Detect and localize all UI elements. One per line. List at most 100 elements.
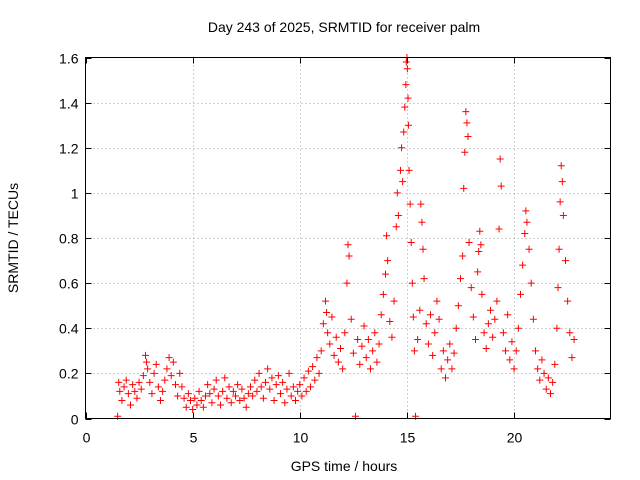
data-point <box>302 387 310 395</box>
data-point <box>497 182 505 190</box>
data-point <box>439 347 447 355</box>
data-point <box>472 336 479 344</box>
data-point <box>510 365 518 373</box>
data-point <box>379 290 387 298</box>
data-point <box>367 365 374 373</box>
data-point <box>255 369 263 377</box>
data-point <box>383 232 391 240</box>
x-tick-label: 10 <box>293 430 309 446</box>
data-point <box>277 390 284 398</box>
data-point <box>238 385 246 393</box>
data-point <box>272 381 280 389</box>
data-point <box>146 378 154 386</box>
data-point <box>414 336 422 344</box>
data-point <box>283 385 291 393</box>
data-point <box>404 94 412 102</box>
data-point <box>244 390 252 398</box>
data-point <box>502 347 509 355</box>
data-point <box>452 324 460 332</box>
data-point <box>476 227 484 235</box>
data-point <box>210 385 218 393</box>
data-point <box>508 338 516 346</box>
data-point <box>542 385 550 393</box>
data-point <box>137 385 145 393</box>
data-point <box>448 365 456 373</box>
data-point <box>257 383 265 391</box>
data-point <box>249 392 257 400</box>
data-point <box>416 306 424 314</box>
data-point <box>343 279 351 287</box>
data-point <box>332 333 340 341</box>
data-point <box>495 225 503 233</box>
data-point <box>311 376 319 384</box>
data-point <box>527 279 535 287</box>
data-point <box>176 369 184 377</box>
data-point <box>236 396 244 404</box>
data-point <box>289 383 297 391</box>
data-point <box>152 360 160 368</box>
data-point <box>159 387 167 395</box>
data-point <box>204 381 212 389</box>
data-point <box>193 401 201 409</box>
data-point <box>118 396 126 404</box>
data-point <box>369 347 377 355</box>
data-point <box>139 372 147 380</box>
data-point <box>341 329 349 337</box>
data-point <box>553 324 561 332</box>
data-point <box>407 239 415 247</box>
data-point <box>489 333 497 341</box>
data-point <box>570 336 578 344</box>
data-point <box>285 369 293 377</box>
data-point <box>344 241 352 249</box>
data-point <box>484 320 492 328</box>
data-point <box>154 383 162 391</box>
data-point <box>482 345 490 353</box>
y-axis-title: SRMTID / TECUs <box>5 183 21 293</box>
data-point <box>354 336 362 344</box>
x-tick-label: 5 <box>190 430 198 446</box>
data-point <box>358 342 366 350</box>
data-point <box>429 351 437 359</box>
data-point <box>187 396 194 404</box>
data-point <box>491 315 499 323</box>
data-point <box>221 374 229 382</box>
x-tick-label: 15 <box>400 430 416 446</box>
data-point <box>398 144 406 152</box>
data-point <box>418 218 426 226</box>
data-point <box>397 166 404 174</box>
data-point <box>127 401 134 409</box>
data-point <box>394 211 402 219</box>
data-point <box>298 392 306 400</box>
data-point <box>480 329 488 337</box>
data-point <box>529 315 537 323</box>
data-point <box>399 178 407 186</box>
data-point <box>323 308 331 316</box>
data-point <box>512 347 520 355</box>
data-point <box>313 354 321 362</box>
data-point <box>270 396 278 404</box>
data-point <box>506 356 514 364</box>
y-tick-label: 0.8 <box>59 231 79 247</box>
data-point <box>225 383 233 391</box>
data-point <box>214 392 222 400</box>
data-point <box>247 383 254 391</box>
data-point <box>328 313 336 321</box>
data-point <box>558 178 566 186</box>
data-point <box>405 166 413 174</box>
data-point <box>142 351 149 359</box>
data-point <box>517 290 524 298</box>
grid <box>85 57 611 419</box>
x-tick-label: 0 <box>83 430 91 446</box>
data-point <box>191 394 199 402</box>
data-point <box>534 365 542 373</box>
data-point <box>150 369 158 377</box>
data-point <box>386 317 394 325</box>
data-point <box>174 392 182 400</box>
data-point <box>330 351 338 359</box>
y-tick-label: 1.6 <box>59 51 79 67</box>
data-point <box>409 313 417 321</box>
data-point <box>420 275 428 283</box>
data-point <box>478 290 486 298</box>
data-point <box>144 365 152 373</box>
data-point <box>339 365 347 373</box>
